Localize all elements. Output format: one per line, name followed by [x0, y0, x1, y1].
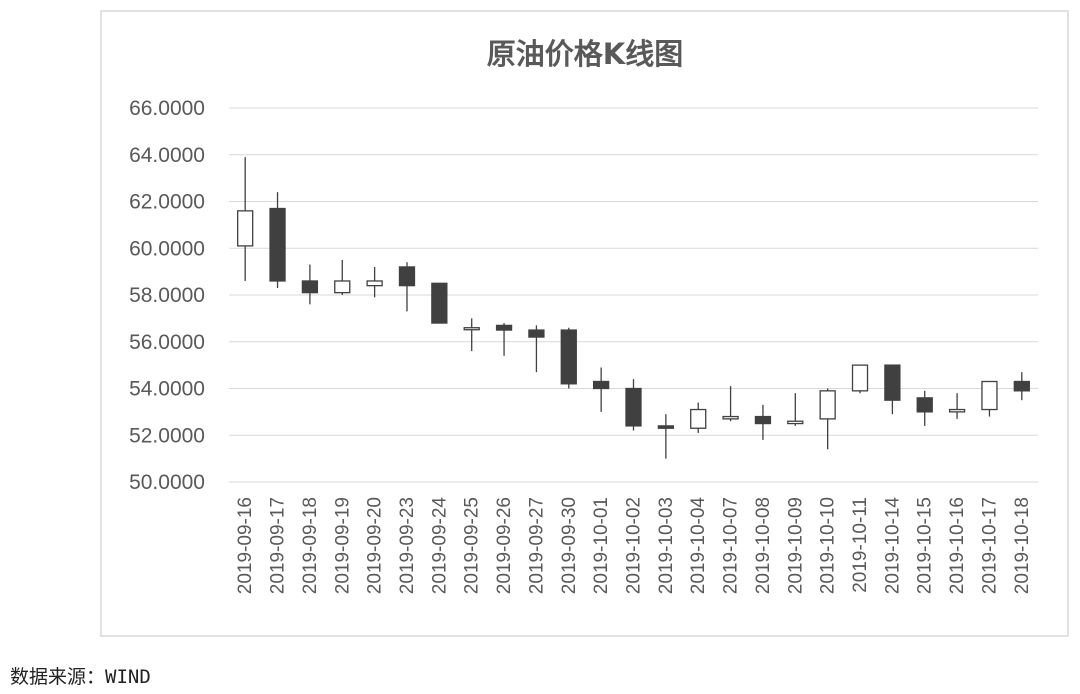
x-tick-label: 2019-10-02 [624, 497, 645, 594]
candle-body-up [237, 210, 254, 247]
y-tick-label: 52.0000 [129, 424, 205, 447]
candle-2019-10-17 [981, 380, 998, 417]
candle-2019-09-20 [366, 266, 383, 298]
candle-2019-10-01 [592, 367, 610, 412]
x-tick-label: 2019-09-17 [268, 497, 289, 594]
chart-border [100, 10, 1069, 637]
x-tick-label: 2019-10-17 [979, 497, 1000, 594]
candle-2019-10-03 [657, 414, 675, 459]
candles [237, 157, 1030, 459]
candle-body-up [981, 380, 998, 411]
candle-body-down [301, 280, 319, 294]
y-tick-label: 66.0000 [129, 97, 205, 120]
candle-2019-10-14 [884, 364, 901, 415]
candle-2019-10-15 [916, 390, 933, 426]
candle-body-down [269, 207, 286, 282]
candle-body-down [495, 324, 513, 331]
chart-title: 原油价格K线图 [487, 37, 683, 71]
candle-body-down [1013, 380, 1030, 392]
candle-body-down [657, 425, 675, 429]
data-source-note: 数据来源：WIND [10, 666, 151, 688]
candle-body-up [722, 415, 739, 420]
x-tick-label: 2019-09-20 [365, 497, 386, 594]
x-tick-label: 2019-09-27 [526, 497, 547, 594]
candle-body-down [754, 415, 772, 425]
x-tick-label: 2019-09-16 [235, 497, 256, 594]
candle-body-down [431, 282, 448, 324]
y-tick-label: 62.0000 [129, 191, 205, 214]
candle-2019-09-16 [237, 157, 254, 281]
x-axis-tick-labels: 2019-09-16 2019-09-17 2019-09-18 2019-09-19… [235, 497, 1033, 595]
candle-2019-09-30 [560, 327, 577, 389]
candle-2019-09-25 [463, 318, 480, 352]
x-tick-label: 2019-09-26 [494, 497, 515, 594]
y-tick-label: 56.0000 [129, 331, 205, 354]
y-tick-label: 54.0000 [129, 378, 205, 401]
candle-2019-09-27 [528, 325, 545, 373]
x-tick-label: 2019-10-16 [947, 497, 968, 594]
candle-2019-10-08 [754, 404, 772, 440]
candle-body-up [463, 327, 480, 331]
candle-2019-10-02 [625, 379, 642, 431]
candle-body-down [398, 266, 416, 287]
x-tick-label: 2019-10-14 [882, 497, 903, 595]
candle-body-up [334, 280, 351, 294]
candle-body-down [884, 364, 901, 401]
candle-2019-10-11 [851, 364, 869, 394]
candle-2019-09-17 [269, 192, 286, 288]
x-tick-label: 2019-09-23 [397, 497, 418, 594]
x-tick-label: 2019-10-01 [591, 497, 612, 594]
gridlines [229, 107, 1038, 483]
candle-2019-10-09 [787, 393, 804, 426]
candle-body-up [787, 420, 804, 425]
x-tick-label: 2019-09-19 [332, 497, 353, 594]
candle-2019-10-10 [819, 388, 836, 450]
x-tick-label: 2019-09-18 [300, 497, 321, 594]
candle-body-down [625, 387, 642, 427]
candle-2019-10-16 [948, 393, 966, 419]
candle-2019-10-07 [722, 386, 739, 422]
x-tick-label: 2019-10-15 [915, 497, 936, 594]
candle-2019-09-26 [495, 323, 513, 356]
x-tick-label: 2019-10-09 [785, 497, 806, 594]
candle-2019-09-18 [301, 264, 319, 305]
y-axis-tick-labels: 50.0000 52.0000 54.0000 56.0000 58.0000 60.00… [129, 97, 205, 494]
x-tick-label: 2019-09-25 [462, 497, 483, 594]
candle-body-down [528, 329, 545, 338]
candle-2019-09-24 [431, 282, 448, 324]
y-tick-label: 58.0000 [129, 284, 205, 307]
x-tick-label: 2019-10-03 [656, 497, 677, 594]
candle-2019-09-19 [334, 259, 351, 295]
candle-body-up [851, 364, 869, 392]
y-tick-label: 50.0000 [129, 471, 205, 494]
candle-body-up [690, 408, 707, 429]
x-tick-label: 2019-10-07 [721, 497, 742, 594]
candle-body-up [366, 280, 383, 287]
candle-body-down [592, 380, 610, 390]
x-tick-label: 2019-10-10 [818, 497, 839, 594]
y-tick-label: 60.0000 [129, 237, 205, 260]
candle-body-down [916, 397, 933, 413]
candlestick-chart: 原油价格K线图 50.0000 52.0000 54.0000 56.0000 58.0… [100, 10, 1069, 637]
candle-body-up [819, 390, 836, 420]
candle-2019-10-18 [1013, 372, 1030, 401]
candle-body-down [560, 329, 577, 385]
x-tick-label: 2019-09-24 [429, 497, 450, 595]
x-tick-label: 2019-10-18 [1012, 497, 1033, 594]
x-tick-label: 2019-09-30 [559, 497, 580, 594]
x-tick-label: 2019-10-04 [688, 497, 709, 595]
x-tick-label: 2019-10-11 [850, 497, 871, 593]
x-tick-label: 2019-10-08 [753, 497, 774, 594]
candle-body-up [948, 408, 966, 413]
y-tick-label: 64.0000 [129, 144, 205, 167]
candle-2019-09-23 [398, 262, 416, 312]
candle-2019-10-04 [690, 402, 707, 433]
